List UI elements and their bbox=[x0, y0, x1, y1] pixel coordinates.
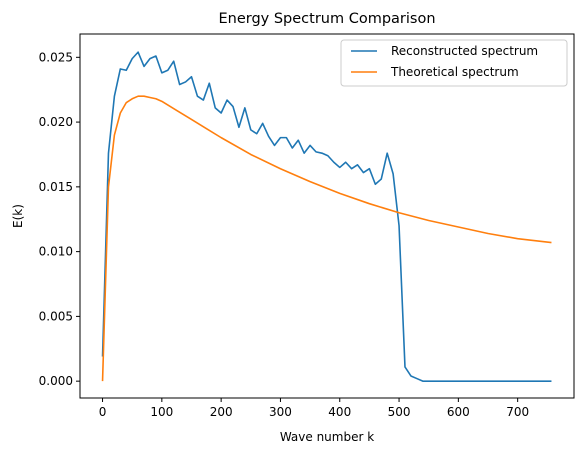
x-tick-label: 400 bbox=[328, 405, 351, 419]
axes-frame bbox=[79, 33, 575, 399]
chart-title: Energy Spectrum Comparison bbox=[218, 11, 435, 27]
legend-label-theoretical: Theoretical spectrum bbox=[390, 65, 519, 79]
x-tick-label: 300 bbox=[269, 405, 292, 419]
series-line-reconstructed bbox=[101, 51, 552, 382]
legend: Reconstructed spectrum Theoretical spect… bbox=[340, 39, 568, 87]
x-tick-label: 700 bbox=[506, 405, 529, 419]
x-tick-label: 200 bbox=[210, 405, 233, 419]
y-tick-label: 0.010 bbox=[39, 245, 73, 259]
y-axis-ticks: 0.000 0.005 0.010 0.015 0.020 0.025 bbox=[39, 50, 80, 388]
y-tick-label: 0.000 bbox=[39, 374, 73, 388]
legend-box bbox=[340, 39, 568, 87]
y-tick-label: 0.025 bbox=[39, 50, 73, 64]
series-line-theoretical bbox=[101, 95, 552, 382]
y-axis-label: E(k) bbox=[11, 204, 25, 228]
y-tick-label: 0.020 bbox=[39, 115, 73, 129]
x-tick-label: 500 bbox=[388, 405, 411, 419]
legend-label-reconstructed: Reconstructed spectrum bbox=[391, 44, 538, 58]
y-tick-label: 0.005 bbox=[39, 309, 73, 323]
x-tick-label: 600 bbox=[447, 405, 470, 419]
x-axis-label: Wave number k bbox=[280, 430, 374, 444]
x-axis-ticks: 0 100 200 300 400 500 600 700 bbox=[99, 398, 529, 419]
series-layer bbox=[101, 51, 552, 382]
x-tick-label: 100 bbox=[150, 405, 173, 419]
y-tick-label: 0.015 bbox=[39, 180, 73, 194]
x-tick-label: 0 bbox=[99, 405, 107, 419]
